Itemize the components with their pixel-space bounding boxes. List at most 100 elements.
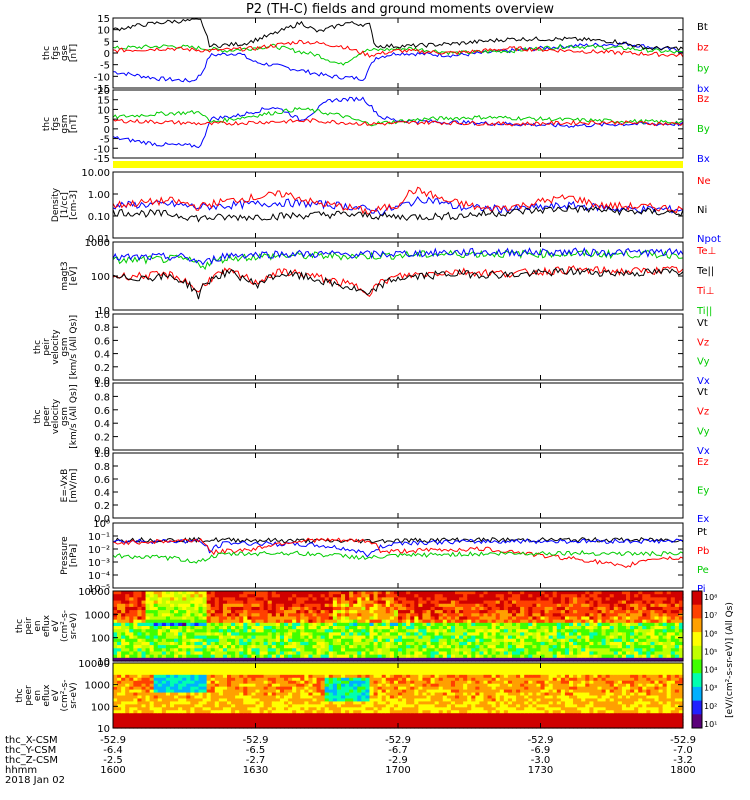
ylabel-peir_spec: peir <box>24 617 34 635</box>
spectrogram-cell <box>149 632 155 637</box>
ytick-label: 0 <box>104 49 110 60</box>
spectrogram-cell <box>218 597 224 602</box>
spectrogram-cell <box>442 654 448 659</box>
ytick-label: 0.2 <box>94 501 110 512</box>
spectrogram-cell <box>186 722 191 726</box>
spectrogram-cell <box>117 626 122 630</box>
spectrogram-cell <box>214 591 220 595</box>
spectrogram-cell <box>161 710 167 714</box>
ytick-label: -5 <box>100 61 110 72</box>
spectrogram-cell <box>564 654 570 659</box>
spectrogram-cell <box>544 622 550 627</box>
spectrogram-cell <box>214 680 220 685</box>
spectrogram-cell <box>434 648 440 653</box>
spectrogram-cell <box>455 654 460 659</box>
spectrogram-cell <box>528 651 533 656</box>
spectrogram-cell <box>125 692 130 697</box>
spectrogram-cell <box>455 648 460 653</box>
legend-efield-Ex: Ex <box>697 514 709 525</box>
spectrogram-cell <box>247 619 253 624</box>
spectrogram-cell <box>157 698 163 702</box>
spectrogram-cell <box>182 591 187 595</box>
spectrogram-cell <box>670 613 676 618</box>
spectrogram-cell <box>613 600 619 605</box>
spectrogram-cell <box>165 701 171 705</box>
spectrogram-cell <box>524 651 529 656</box>
spectrogram-cell <box>316 629 322 633</box>
spectrogram-cell <box>113 674 118 679</box>
spectrogram-cell <box>145 686 151 691</box>
spectrogram-cell <box>609 629 615 633</box>
spectrogram-cell <box>174 686 179 691</box>
ylabel-peer_vel: [km/s (All Qs)] <box>69 384 79 448</box>
spectrogram-cell <box>161 651 167 656</box>
spectrogram-cell <box>503 606 509 611</box>
spectrogram-cell <box>658 603 664 608</box>
spectrogram-cell <box>475 603 481 608</box>
spectrogram-cell <box>414 657 419 662</box>
spectrogram-cell <box>300 638 305 643</box>
spectrogram-cell <box>353 622 358 627</box>
spectrogram-cell <box>182 671 187 676</box>
spectrogram-cell <box>601 606 607 611</box>
spectrogram-cell <box>121 629 126 633</box>
spectrogram-cell <box>341 626 346 630</box>
spectrogram-cell <box>149 641 155 646</box>
spectrogram-cell <box>296 657 301 662</box>
spectrogram-cell <box>532 632 538 637</box>
spectrogram-cell <box>218 719 224 723</box>
spectrogram-cell <box>161 641 167 646</box>
spectrogram-cell <box>239 722 244 726</box>
spectrogram-cell <box>157 635 163 640</box>
spectrogram-cell <box>516 635 521 640</box>
spectrogram-cell <box>349 629 354 633</box>
spectrogram-cell <box>398 626 403 630</box>
spectrogram-cell <box>393 594 399 598</box>
spectrogram-cell <box>227 616 232 621</box>
spectrogram-cell <box>670 632 676 637</box>
spectrogram-cell <box>536 654 542 659</box>
ytick-label: -15 <box>94 84 110 95</box>
spectrogram-cell <box>239 606 244 611</box>
spectrogram-cell <box>231 638 236 643</box>
spectrogram-cell <box>251 626 257 630</box>
spectrogram-cell <box>113 591 118 595</box>
spectrogram-cell <box>121 722 126 726</box>
spectrogram-cell <box>174 710 179 714</box>
spectrogram-cell <box>279 710 285 714</box>
spectrogram-cell <box>271 635 277 640</box>
spectrogram-cell <box>609 632 615 637</box>
spectrogram-cell <box>377 638 383 643</box>
spectrogram-cell <box>308 677 314 682</box>
spectrogram-cell <box>292 657 297 662</box>
spectrogram-cell <box>300 671 305 676</box>
legend-peer_vel-Vy: Vy <box>697 426 710 437</box>
spectrogram-cell <box>194 725 200 729</box>
spectrogram-cell <box>182 626 187 630</box>
spectrogram-cell <box>263 641 269 646</box>
spectrogram-cell <box>646 641 652 646</box>
spectrogram-cell <box>385 597 391 602</box>
spectrogram-cell <box>243 632 248 637</box>
spectrogram-cell <box>569 629 574 633</box>
spectrogram-cell <box>438 610 444 614</box>
spectrogram-cell <box>243 591 248 595</box>
spectrogram-cell <box>222 635 228 640</box>
spectrogram-cell <box>670 651 676 656</box>
spectrogram-cell <box>316 657 322 662</box>
spectrogram-cell <box>149 698 155 702</box>
spectrogram-cell <box>536 591 542 595</box>
spectrogram-cell <box>381 665 387 670</box>
spectrogram-cell <box>210 725 216 729</box>
spectrogram-cell <box>182 635 187 640</box>
spectrogram-cell <box>304 668 310 673</box>
spectrogram-cell <box>231 725 236 729</box>
spectrogram-cell <box>459 616 464 621</box>
spectrogram-cell <box>292 707 297 711</box>
spectrogram-cell <box>353 704 358 708</box>
spectrogram-cell <box>275 719 281 723</box>
spectrogram-cell <box>597 591 603 595</box>
spectrogram-cell <box>491 622 497 627</box>
spectrogram-cell <box>271 603 277 608</box>
spectrogram-cell <box>678 645 684 649</box>
